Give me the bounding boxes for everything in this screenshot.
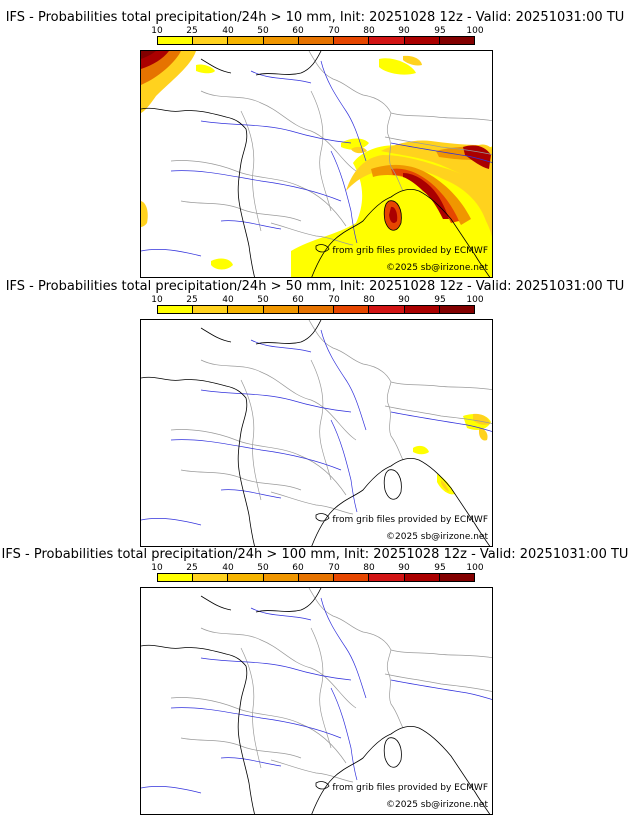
- colorbar-tick: 90: [398, 295, 410, 305]
- colorbar-tick: 70: [328, 26, 340, 36]
- colorbar-swatch: [334, 37, 370, 44]
- precip-map: from grib files provided by ECMWF ©2025 …: [140, 319, 493, 547]
- colorbar-tick: 25: [186, 26, 198, 36]
- colorbar-tick: 10: [151, 295, 163, 305]
- source-credit: from grib files provided by ECMWF: [332, 246, 488, 256]
- colorbar-swatch: [158, 37, 194, 44]
- colorbar-swatch: [228, 37, 264, 44]
- colorbar-tick: 90: [398, 563, 410, 573]
- colorbar-swatch: [263, 306, 299, 313]
- panel-50mm: IFS - Probabilities total precipitation/…: [0, 279, 630, 547]
- colorbar-swatch: [404, 306, 440, 313]
- panel-100mm: IFS - Probabilities total precipitation/…: [0, 547, 630, 815]
- colorbar-tick: 40: [222, 26, 234, 36]
- colorbar-swatch: [228, 574, 264, 581]
- colorbar-swatch: [263, 37, 299, 44]
- panel-10mm: IFS - Probabilities total precipitation/…: [0, 10, 630, 278]
- colorbar-swatch: [334, 306, 370, 313]
- copyright-credit: ©2025 sb@irizone.net: [386, 263, 488, 273]
- colorbar-swatch: [158, 306, 194, 313]
- colorbar-tick: 10: [151, 26, 163, 36]
- map-svg: [141, 588, 492, 814]
- colorbar-tick: 95: [434, 26, 446, 36]
- colorbar-swatch: [369, 306, 405, 313]
- colorbar-tick: 10: [151, 563, 163, 573]
- colorbar-swatch: [439, 37, 474, 44]
- colorbar-tick: 50: [257, 26, 269, 36]
- map-svg: [141, 51, 492, 277]
- colorbar-tick: 95: [434, 563, 446, 573]
- colorbar-swatch: [298, 306, 335, 313]
- colorbar-tick: 100: [466, 563, 484, 573]
- colorbar-swatch: [193, 37, 229, 44]
- colorbar-swatch: [263, 574, 299, 581]
- colorbar-tick: 90: [398, 26, 410, 36]
- coastline: [141, 51, 491, 277]
- coastline: [141, 588, 491, 814]
- colorbar-tick: 25: [186, 295, 198, 305]
- colorbar-swatch: [439, 306, 474, 313]
- map-svg: [141, 320, 492, 546]
- colorbar-swatch: [193, 306, 229, 313]
- colorbar-tick: 100: [466, 295, 484, 305]
- colorbar-tick: 50: [257, 295, 269, 305]
- probability-shading: [141, 51, 492, 277]
- copyright-credit: ©2025 sb@irizone.net: [386, 532, 488, 542]
- rivers: [141, 597, 492, 794]
- colorbar-tick: 70: [328, 563, 340, 573]
- colorbar-swatch: [228, 306, 264, 313]
- colorbar-tick: 100: [466, 26, 484, 36]
- source-credit: from grib files provided by ECMWF: [332, 783, 488, 793]
- colorbar-tick: 40: [222, 563, 234, 573]
- colorbar-swatch: [158, 574, 194, 581]
- colorbar-tick: 80: [363, 295, 375, 305]
- probability-shading: [413, 413, 491, 495]
- colorbar-labels: 10 25 40 50 60 70 80 90 95 100: [150, 563, 486, 573]
- colorbar-tick: 60: [292, 26, 304, 36]
- colorbar-swatch: [369, 37, 405, 44]
- country-borders: [170, 588, 492, 783]
- colorbar-tick: 80: [363, 26, 375, 36]
- colorbar-swatch: [439, 574, 474, 581]
- precip-map: from grib files provided by ECMWF ©2025 …: [140, 587, 493, 815]
- colorbar-swatch: [404, 574, 440, 581]
- source-credit: from grib files provided by ECMWF: [332, 515, 488, 525]
- country-borders: [170, 51, 492, 246]
- rivers: [141, 60, 492, 257]
- colorbar-tick: 40: [222, 295, 234, 305]
- colorbar: [157, 573, 475, 582]
- coastline: [141, 320, 491, 546]
- colorbar-swatch: [298, 37, 335, 44]
- panel-title: IFS - Probabilities total precipitation/…: [5, 279, 625, 294]
- colorbar-swatch: [298, 574, 335, 581]
- colorbar-tick: 50: [257, 563, 269, 573]
- copyright-credit: ©2025 sb@irizone.net: [386, 800, 488, 810]
- colorbar-swatch: [404, 37, 440, 44]
- colorbar: [157, 305, 475, 314]
- country-borders: [170, 320, 492, 515]
- colorbar: [157, 36, 475, 45]
- panel-title: IFS - Probabilities total precipitation/…: [1, 547, 629, 562]
- rivers: [141, 329, 492, 526]
- panel-title: IFS - Probabilities total precipitation/…: [5, 10, 625, 25]
- colorbar-tick: 80: [363, 563, 375, 573]
- precip-map: from grib files provided by ECMWF ©2025 …: [140, 50, 493, 278]
- colorbar-labels: 10 25 40 50 60 70 80 90 95 100: [150, 26, 486, 36]
- colorbar-tick: 60: [292, 563, 304, 573]
- colorbar-tick: 95: [434, 295, 446, 305]
- colorbar-tick: 70: [328, 295, 340, 305]
- colorbar-tick: 25: [186, 563, 198, 573]
- colorbar-tick: 60: [292, 295, 304, 305]
- colorbar-swatch: [369, 574, 405, 581]
- colorbar-labels: 10 25 40 50 60 70 80 90 95 100: [150, 295, 486, 305]
- colorbar-swatch: [334, 574, 370, 581]
- colorbar-swatch: [193, 574, 229, 581]
